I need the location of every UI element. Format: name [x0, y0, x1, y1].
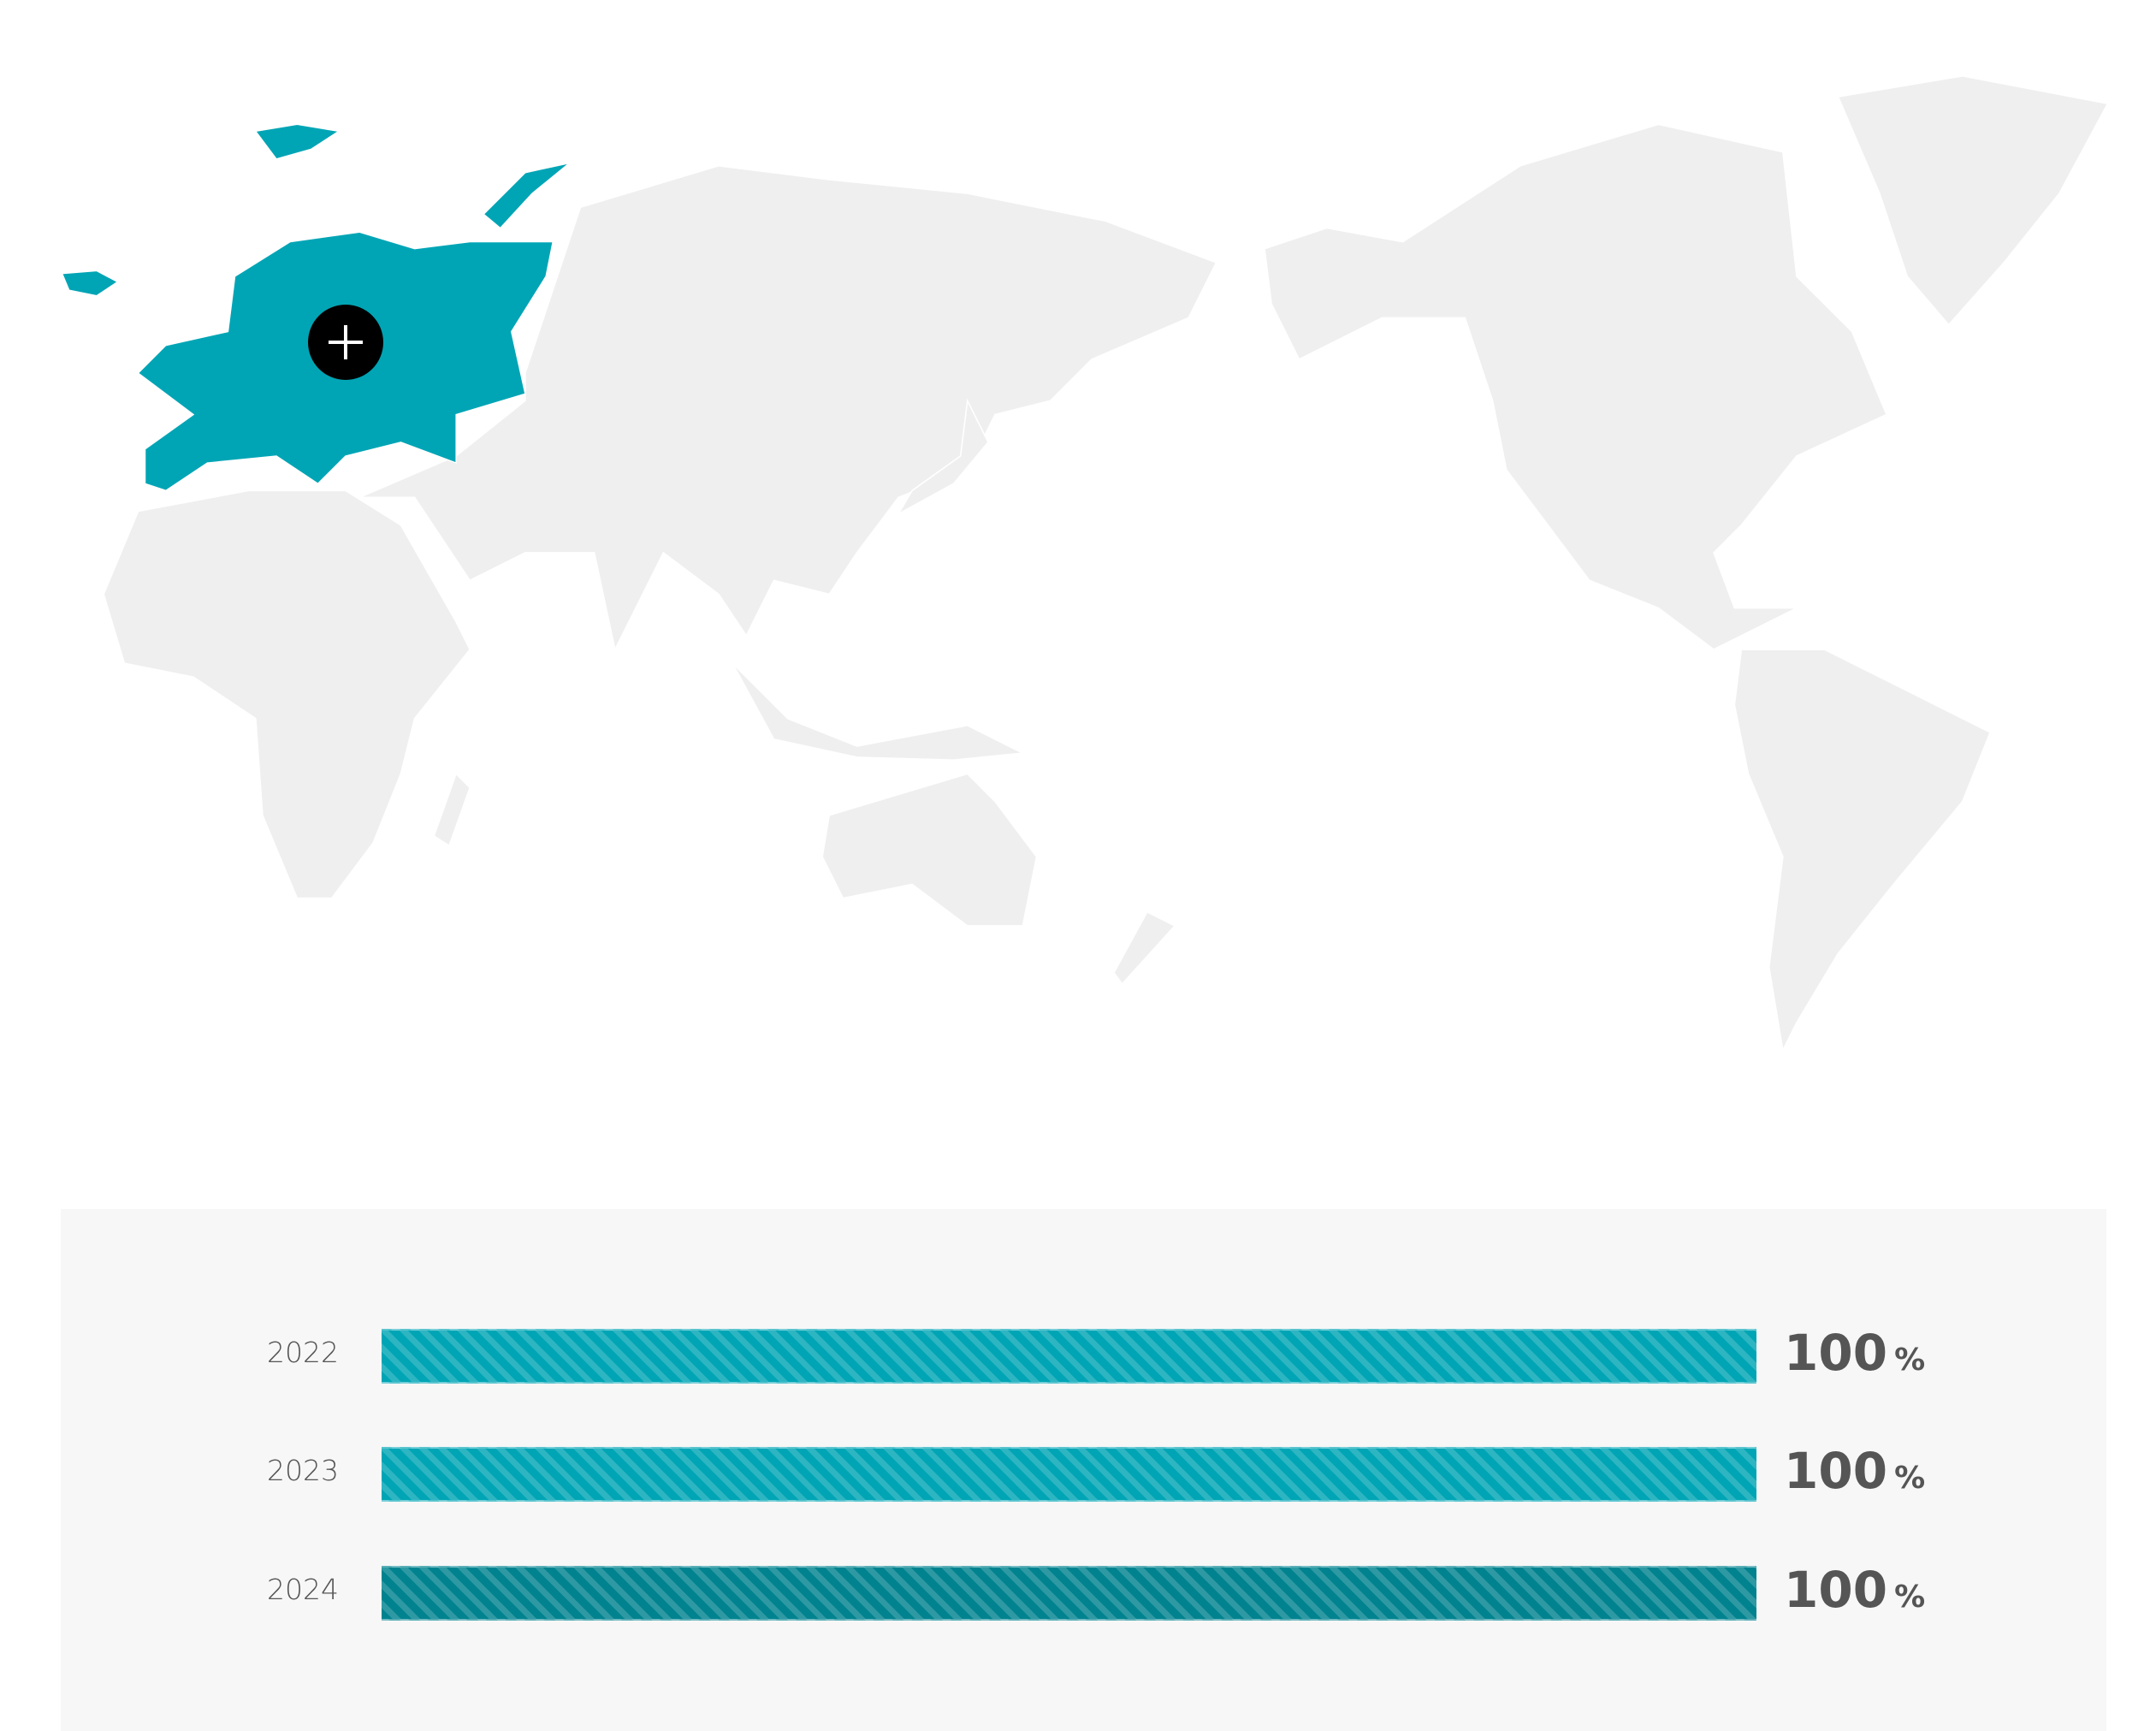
asia	[358, 164, 1217, 652]
expand-region-button[interactable]	[308, 305, 383, 380]
australia	[821, 773, 1038, 927]
value-label: 100%	[1784, 1442, 1926, 1500]
progress-panel: 2022 100% 2023 100% 2024 100%	[61, 1209, 2106, 1731]
new-zealand	[1113, 910, 1176, 986]
north-america	[1264, 123, 1888, 650]
iceland[interactable]	[61, 270, 119, 297]
bar-row-2022: 2022 100%	[61, 1324, 2106, 1384]
bar-row-2023: 2023 100%	[61, 1442, 2106, 1502]
bar-row-2024: 2024 100%	[61, 1561, 2106, 1621]
year-label: 2023	[267, 1454, 339, 1487]
value-label: 100%	[1784, 1324, 1926, 1382]
bar-2023	[382, 1447, 1756, 1502]
svalbard[interactable]	[254, 123, 341, 160]
bar-2022	[382, 1329, 1756, 1384]
madagascar	[433, 772, 471, 847]
bar-2024	[382, 1566, 1756, 1621]
africa	[103, 489, 471, 899]
south-america	[1733, 649, 1992, 1052]
bar-track	[382, 1329, 1756, 1384]
indonesia	[732, 662, 1026, 762]
bar-track	[382, 1566, 1756, 1621]
world-map	[61, 74, 2109, 1052]
value-label: 100%	[1784, 1561, 1926, 1619]
novaya-zemlya[interactable]	[483, 162, 570, 229]
greenland	[1837, 74, 2109, 326]
year-label: 2022	[267, 1336, 339, 1369]
year-label: 2024	[267, 1573, 339, 1606]
bar-track	[382, 1447, 1756, 1502]
japan	[896, 398, 989, 516]
